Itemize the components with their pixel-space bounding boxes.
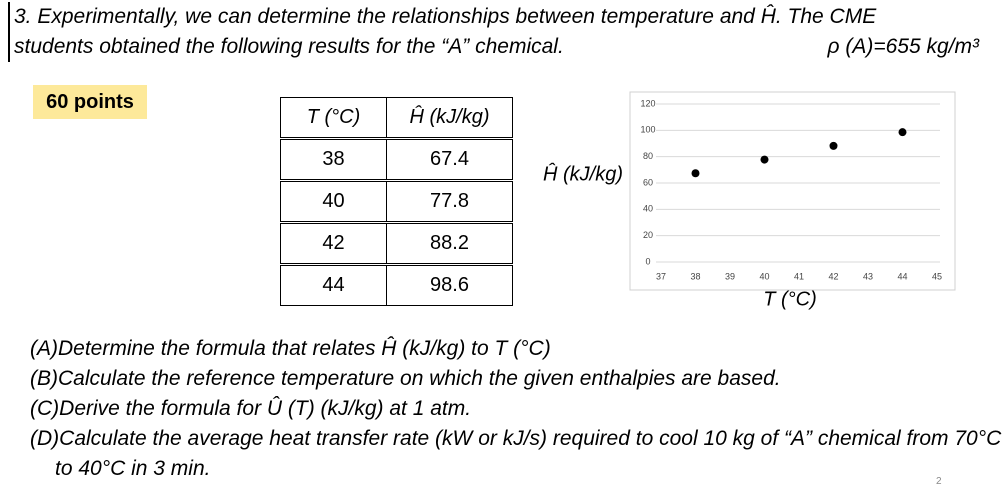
header-line: students obtained the following results … [14,35,564,58]
x-tick-label: 40 [759,271,769,281]
points-badge: 60 points [33,85,147,119]
data-point [691,169,700,178]
data-point [760,155,769,164]
table-row: 44 98.6 [280,264,513,306]
table-row: 42 88.2 [280,222,513,265]
table-row: 40 77.8 [280,180,513,223]
y-tick-label: 20 [643,230,653,240]
table-cell: 77.8 [386,180,513,223]
chart-frame [629,91,956,291]
table-cell: 40 [280,180,387,223]
x-tick-label: 38 [690,271,700,281]
x-tick-label: 43 [863,271,873,281]
page-number: 2 [936,476,942,487]
data-point [829,141,838,150]
y-tick-label: 0 [645,256,650,266]
x-tick-label: 42 [828,271,838,281]
y-tick-label: 40 [643,204,653,214]
question: (B)Calculate the reference temperature o… [30,367,781,390]
x-tick-label: 39 [725,271,735,281]
table-row: 38 67.4 [280,138,513,181]
x-tick-label: 41 [794,271,804,281]
y-tick-label: 100 [640,125,655,135]
x-tick-label: 37 [656,271,666,281]
y-tick-label: 80 [643,151,653,161]
x-axis-label: T (°C) [763,288,817,310]
x-tick-label: 44 [897,271,907,281]
data-point [898,128,907,137]
column-header: Ĥ (kJ/kg) [386,97,513,139]
table-cell: 44 [280,264,387,306]
question: (D)Calculate the average heat transfer r… [30,427,1002,480]
y-tick-label: 120 [640,98,655,108]
table-cell: 67.4 [386,138,513,181]
y-tick-label: 60 [643,177,653,187]
density: ρ (A)=655 kg/m³ [827,35,980,58]
x-tick-label: 45 [932,271,942,281]
question: (A)Determine the formula that relates Ĥ … [30,337,551,360]
question: (C)Derive the formula for Û (T) (kJ/kg) … [30,397,472,420]
data-table: T (°C) Ĥ (kJ/kg) 38 67.4 40 77.8 42 88.2 44 98.… [280,97,513,306]
column-header: T (°C) [280,97,387,139]
table-cell: 88.2 [386,222,513,265]
y-axis-label: Ĥ (kJ/kg) [543,162,623,185]
header: 3. Experimentally, we can determine the … [8,2,999,62]
header-line: 3. Experimentally, we can determine the … [14,5,877,28]
questions: (A)Determine the formula that relates Ĥ … [30,334,1005,484]
table-cell: 98.6 [386,264,513,306]
